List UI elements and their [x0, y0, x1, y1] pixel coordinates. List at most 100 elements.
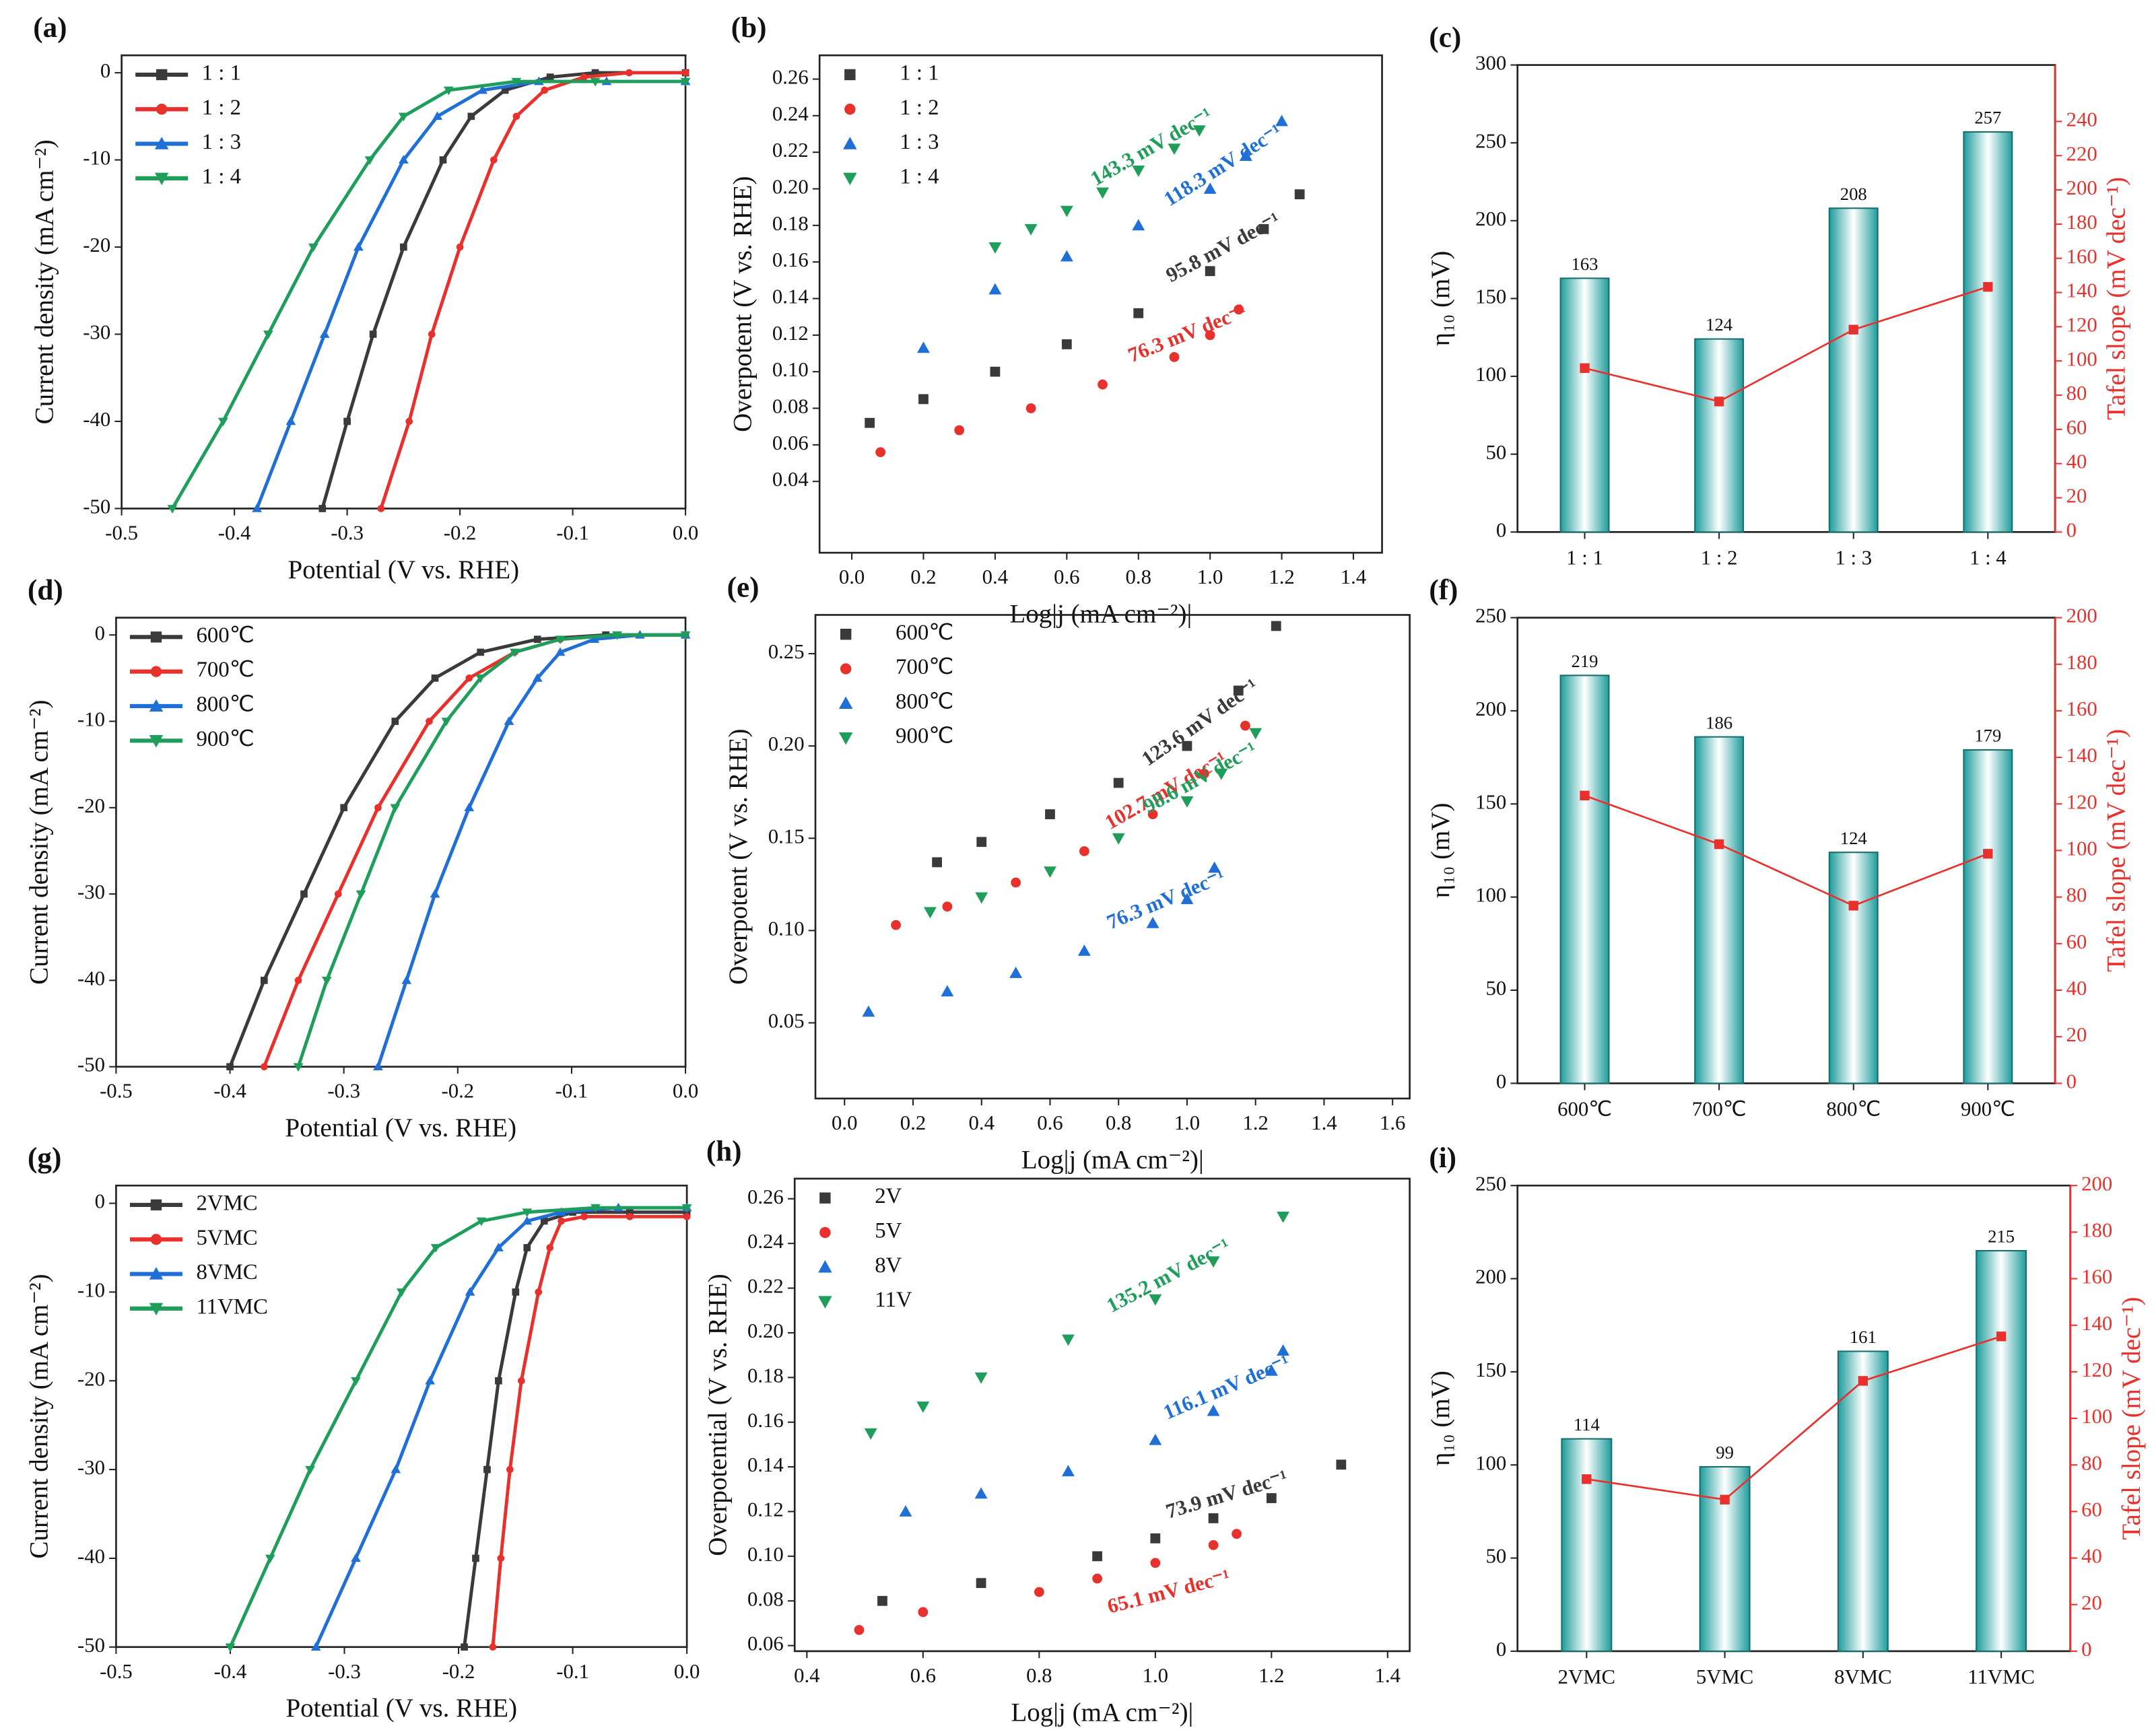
marker [1232, 1529, 1242, 1539]
marker [923, 907, 937, 919]
legend-marker [843, 172, 857, 186]
y-tick-label: -30 [77, 880, 105, 903]
marker [1149, 1433, 1162, 1445]
panel-label: (h) [706, 1136, 742, 1167]
series-line [255, 79, 686, 510]
legend-marker [154, 137, 169, 149]
y-tick-label: -40 [77, 1545, 105, 1568]
marker [541, 86, 549, 94]
tafel-line [1584, 285, 1988, 403]
legend-label: 1 : 2 [202, 96, 241, 120]
x-tick-label: -0.2 [444, 521, 477, 544]
marker [1258, 223, 1269, 234]
y-tick-label: 250 [1475, 604, 1506, 627]
marker [546, 73, 554, 81]
y2-tick-label: 180 [2066, 651, 2097, 674]
legend-marker [156, 69, 168, 81]
legend-label: 800℃ [196, 692, 254, 716]
marker [334, 890, 342, 898]
tafel-line [1584, 794, 1988, 907]
x-tick-label: -0.2 [441, 1080, 474, 1103]
y-tick-label: 0.26 [772, 66, 809, 89]
marker [988, 242, 1002, 254]
y2-tick-label: 140 [2081, 1312, 2112, 1335]
series-line [296, 633, 686, 1068]
y-tick-label: 0.08 [772, 395, 809, 418]
marker [612, 631, 622, 640]
marker [430, 1244, 441, 1253]
legend-marker [154, 172, 169, 186]
legend-marker [149, 1267, 164, 1280]
bar [1963, 131, 2013, 533]
x-tick-label: -0.4 [214, 1660, 247, 1683]
series-line [321, 71, 686, 510]
legend-label: 1 : 4 [900, 164, 939, 188]
slope-annotation: 116.1 mV dec⁻¹ [1160, 1350, 1293, 1424]
marker [464, 802, 475, 812]
marker [377, 505, 385, 512]
marker [1275, 114, 1289, 127]
marker [1848, 901, 1858, 911]
marker [580, 73, 588, 81]
marker [532, 673, 543, 682]
marker [1205, 330, 1215, 341]
y-axis-title: Overpotent (V vs. RHE) [728, 176, 757, 431]
marker [495, 1377, 502, 1385]
x-tick-label: 1.4 [1311, 1111, 1337, 1134]
marker [626, 1208, 634, 1216]
series-line [228, 633, 686, 1068]
y-axis-title: Overpotential (V vs. RHE) [703, 1274, 732, 1556]
marker [680, 77, 691, 87]
marker [432, 111, 442, 120]
series-line [463, 1210, 687, 1648]
y-tick-label: 0.12 [747, 1498, 784, 1521]
x-tick-label: 0.6 [1054, 565, 1079, 588]
legend-label: 11VMC [196, 1294, 267, 1319]
legend-label: 1 : 2 [900, 96, 939, 120]
x-axis-title: Log|j (mA cm⁻²)| [1021, 1145, 1204, 1174]
y-tick-label: 0.14 [772, 285, 809, 308]
marker [1208, 1513, 1219, 1523]
panel-label: (d) [28, 575, 63, 607]
y-tick-label: 50 [1486, 441, 1507, 464]
marker [477, 648, 484, 656]
x-tick-label: 0.4 [982, 565, 1008, 588]
legend-label: 900℃ [196, 727, 254, 751]
x-tick-label: -0.1 [555, 1080, 588, 1103]
marker [591, 1204, 601, 1213]
marker [493, 1243, 504, 1251]
x-tick-label: 1.0 [1174, 1111, 1200, 1134]
y-tick-label: 0.05 [768, 1010, 805, 1033]
marker [343, 417, 351, 425]
x-tick-label: -0.1 [556, 1660, 589, 1683]
marker [310, 1642, 321, 1651]
bar [1694, 736, 1745, 1084]
legend-label: 800℃ [896, 689, 953, 714]
y2-axis-title: Tafel slope (mV dec⁻¹) [2102, 177, 2131, 420]
x-axis-title: Log|j (mA cm⁻²)| [1011, 1698, 1193, 1727]
marker [1168, 143, 1181, 155]
marker [1208, 1539, 1219, 1550]
y2-tick-label: 0 [2081, 1638, 2091, 1661]
marker [1180, 796, 1194, 808]
marker [374, 804, 382, 812]
legend-label: 600℃ [196, 623, 254, 648]
y2-tick-label: 140 [2066, 279, 2097, 302]
y2-tick-label: 140 [2066, 744, 2097, 767]
legend-marker [149, 735, 164, 748]
y-tick-label: 0.14 [747, 1453, 784, 1476]
marker [1062, 1465, 1075, 1477]
marker [465, 1287, 475, 1296]
slope-annotation: 95.8 mV dec⁻¹ [1162, 208, 1284, 287]
marker [391, 718, 399, 725]
marker [891, 920, 901, 930]
marker [988, 283, 1002, 295]
marker [300, 890, 308, 898]
y-tick-label: 150 [1475, 1358, 1506, 1381]
marker [1208, 861, 1221, 873]
y-tick-label: -20 [77, 1367, 105, 1390]
legend-marker [150, 666, 162, 677]
legend-label: 2VMC [196, 1191, 257, 1215]
marker [864, 1428, 877, 1440]
y-tick-label: 0.12 [772, 322, 809, 345]
